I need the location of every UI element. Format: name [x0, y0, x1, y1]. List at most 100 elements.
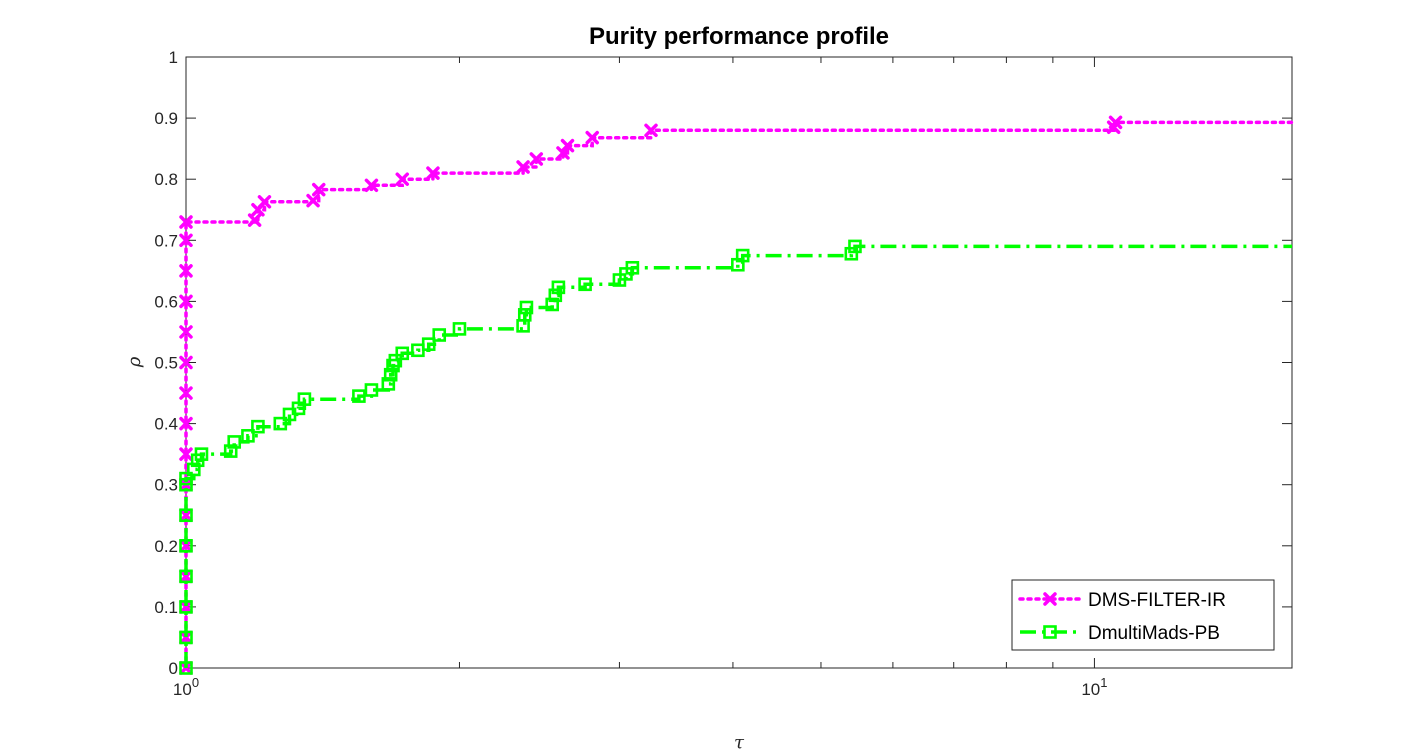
- data-point-square-marker: [388, 353, 403, 368]
- data-point-x-marker: [179, 294, 193, 309]
- x-marker-stroke: [179, 294, 193, 309]
- data-point-square-marker: [179, 661, 193, 675]
- data-point-x-marker: [529, 152, 544, 166]
- data-point-square-marker: [179, 471, 193, 486]
- x-marker-stroke: [516, 160, 530, 174]
- data-point-x-marker: [644, 123, 658, 138]
- x-marker-stroke: [179, 386, 193, 400]
- data-point-square-marker: [194, 447, 209, 461]
- y-tick-label: 0.4: [154, 415, 178, 434]
- x-marker-stroke: [179, 539, 193, 553]
- x-marker-stroke: [257, 195, 272, 209]
- x-marker-stroke: [247, 213, 262, 227]
- data-point-square-marker: [223, 444, 238, 458]
- x-marker-stroke: [179, 233, 193, 248]
- data-point-square-marker: [551, 280, 566, 295]
- data-point-square-marker: [452, 322, 467, 336]
- x-marker-stroke: [1043, 592, 1057, 606]
- data-point-x-marker: [179, 215, 193, 229]
- data-point-square-marker: [844, 246, 859, 261]
- data-point-square-marker: [179, 508, 193, 523]
- y-tick-label: 0.8: [154, 170, 178, 189]
- data-point-square-marker: [432, 328, 447, 342]
- data-point-x-marker: [179, 630, 193, 645]
- data-point-x-marker: [426, 166, 440, 180]
- series-dms-filter-ir: [179, 115, 1294, 675]
- data-point-square-marker: [395, 346, 410, 361]
- data-point-x-marker: [1108, 115, 1123, 130]
- y-tick-label: 1: [169, 48, 178, 67]
- data-point-x-marker: [179, 325, 193, 339]
- data-point-square-marker: [227, 435, 242, 449]
- data-point-square-marker: [848, 239, 862, 254]
- x-marker-stroke: [556, 146, 570, 160]
- data-point-square-marker: [1043, 625, 1057, 639]
- x-marker-stroke: [179, 325, 193, 339]
- x-marker-stroke: [179, 215, 193, 229]
- data-point-x-marker: [516, 160, 530, 174]
- data-point-x-marker: [179, 264, 193, 278]
- y-tick-label: 0.9: [154, 109, 178, 128]
- data-point-square-marker: [735, 248, 750, 263]
- data-point-x-marker: [179, 508, 193, 522]
- chart-title: Purity performance profile: [589, 23, 889, 50]
- data-point-square-marker: [179, 569, 193, 584]
- legend: DMS-FILTER-IR DmultiMads-PB: [1011, 579, 1275, 651]
- series-dmultimads-pb: [179, 239, 1292, 675]
- data-point-square-marker: [273, 416, 288, 431]
- data-point-x-marker: [585, 130, 599, 145]
- y-tick-label: 0.3: [154, 476, 178, 495]
- y-tick-label: 0.2: [154, 537, 178, 556]
- x-marker-stroke: [644, 123, 658, 138]
- data-point-x-marker: [395, 172, 409, 186]
- data-point-x-marker: [179, 569, 193, 584]
- data-point-x-marker: [257, 195, 272, 209]
- data-point-square-marker: [297, 392, 312, 406]
- data-point-square-marker: [383, 367, 398, 382]
- x-marker-stroke: [311, 182, 326, 197]
- data-point-square-marker: [241, 429, 255, 443]
- data-point-x-marker: [179, 600, 193, 614]
- data-point-x-marker: [179, 416, 193, 431]
- data-point-x-marker: [364, 178, 379, 193]
- data-point-x-marker: [179, 233, 193, 248]
- y-tick-label: 0.6: [154, 292, 178, 311]
- data-point-square-marker: [187, 462, 201, 477]
- data-point-square-marker: [578, 277, 592, 292]
- x-marker-stroke: [179, 508, 193, 522]
- data-point-square-marker: [179, 538, 193, 553]
- x-marker-stroke: [179, 264, 193, 278]
- y-tick-label: 0.1: [154, 598, 178, 617]
- data-point-square-marker: [352, 389, 366, 403]
- series-layer: [179, 115, 1294, 675]
- data-point-square-marker: [625, 260, 640, 275]
- legend-box: [1011, 579, 1275, 651]
- y-tick-label: 0: [169, 659, 178, 678]
- x-marker-stroke: [426, 166, 440, 180]
- data-point-square-marker: [548, 288, 563, 303]
- legend-label: DmultiMads-PB: [1088, 623, 1220, 644]
- data-point-square-marker: [545, 297, 560, 312]
- data-point-x-marker: [560, 138, 575, 153]
- x-marker-stroke: [179, 416, 193, 431]
- y-tick-label: 0.7: [154, 231, 178, 250]
- data-point-x-marker: [179, 386, 193, 400]
- data-point-x-marker: [247, 213, 262, 227]
- data-point-square-marker: [251, 419, 265, 434]
- legend-item: DMS-FILTER-IR: [1018, 590, 1226, 611]
- x-marker-stroke: [306, 193, 320, 208]
- x-marker-stroke: [364, 178, 379, 193]
- data-point-x-marker: [179, 447, 193, 461]
- plot-area: [185, 56, 1293, 669]
- x-marker-stroke: [529, 152, 544, 166]
- y-tick-label: 0.5: [154, 354, 178, 373]
- x-axis-label: τ: [734, 732, 745, 750]
- x-marker-stroke: [585, 130, 599, 145]
- data-point-square-marker: [519, 300, 534, 315]
- x-marker-stroke: [560, 138, 575, 153]
- data-point-x-marker: [179, 539, 193, 553]
- data-point-x-marker: [306, 193, 320, 208]
- x-marker-stroke: [1108, 115, 1123, 130]
- data-point-x-marker: [179, 355, 193, 370]
